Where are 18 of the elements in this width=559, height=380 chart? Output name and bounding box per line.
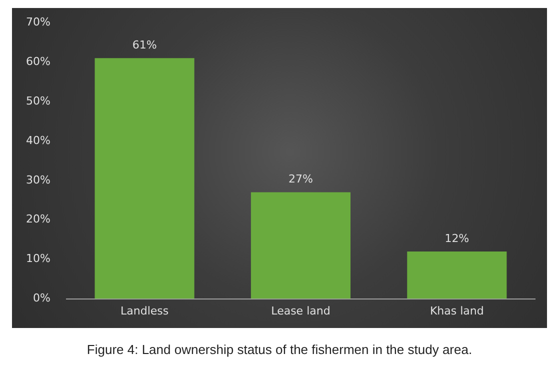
- x-tick-label: Khas land: [430, 304, 484, 318]
- bar: [94, 58, 194, 299]
- data-label: 27%: [288, 172, 313, 186]
- bar: [250, 192, 351, 299]
- y-tick-label: 40%: [26, 134, 50, 147]
- bar: [407, 251, 507, 299]
- y-tick-label: 20%: [26, 212, 50, 226]
- y-tick-label: 30%: [26, 173, 50, 186]
- y-tick-label: 0%: [32, 292, 50, 305]
- y-tick-label: 10%: [26, 252, 50, 266]
- x-tick-label: Lease land: [271, 304, 330, 318]
- data-label: 12%: [444, 232, 470, 245]
- caption: Figure 4: Land ownership status of the fishermen in the study area.: [86, 342, 474, 357]
- y-tick-label: 60%: [26, 54, 50, 68]
- data-label: 61%: [132, 38, 157, 52]
- x-tick-label: Landless: [120, 304, 169, 318]
- y-tick-label: 50%: [26, 94, 50, 108]
- y-tick-label: 70%: [26, 15, 50, 28]
